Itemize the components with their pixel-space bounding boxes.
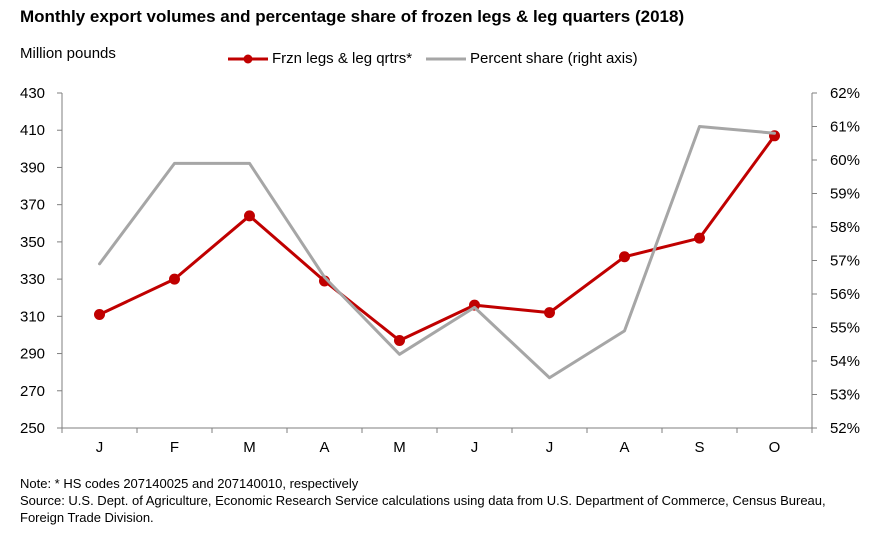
data-point-volume <box>394 335 405 347</box>
notes: Note: * HS codes 207140025 and 207140010… <box>20 475 860 526</box>
source-text: Source: U.S. Dept. of Agriculture, Econo… <box>20 493 826 525</box>
right-tick-label: 55% <box>830 320 860 337</box>
x-tick-label: A <box>319 439 329 456</box>
legend: Frzn legs & leg qrtrs* Percent share (ri… <box>228 50 652 67</box>
series-line-volume <box>98 134 776 343</box>
x-tick-label: M <box>393 439 406 456</box>
data-point-volume <box>619 251 630 263</box>
legend-item-share: Percent share (right axis) <box>426 50 638 67</box>
left-tick-label: 270 <box>20 383 45 400</box>
left-tick-label: 350 <box>20 234 45 251</box>
data-point-volume <box>694 232 705 244</box>
x-tick-label: M <box>243 439 256 456</box>
right-tick-label: 58% <box>830 219 860 236</box>
chart-plot: 430 410 390 370 350 330 310 290 270 250 62% 61% 60% 5… <box>20 85 860 456</box>
x-tick-label: J <box>471 439 479 456</box>
right-tick-label: 60% <box>830 152 860 169</box>
x-tick-label: A <box>619 439 629 456</box>
left-tick-label: 390 <box>20 159 45 176</box>
right-tick-label: 57% <box>830 253 860 270</box>
x-tick-label: F <box>170 439 179 456</box>
chart-title: Monthly export volumes and percentage sh… <box>20 7 685 26</box>
x-tick-label: J <box>546 439 554 456</box>
legend-label-share: Percent share (right axis) <box>470 50 638 67</box>
x-tick-label: O <box>769 439 781 456</box>
right-tick-label: 62% <box>830 85 860 102</box>
right-tick-label: 54% <box>830 353 860 370</box>
left-tick-label: 330 <box>20 271 45 288</box>
left-tick-label: 250 <box>20 420 45 437</box>
data-point-volume <box>244 210 255 222</box>
right-tick-label: 52% <box>830 420 860 437</box>
series-line-share <box>98 125 776 380</box>
data-point-volume <box>94 308 105 320</box>
legend-item-volume: Frzn legs & leg qrtrs* <box>228 50 412 67</box>
right-tick-label: 53% <box>830 387 860 404</box>
right-tick-label: 59% <box>830 186 860 203</box>
left-tick-label: 370 <box>20 197 45 214</box>
x-tick-label: S <box>694 439 704 456</box>
data-point-volume <box>169 273 180 285</box>
legend-swatch-share <box>426 57 467 60</box>
y-axis-label: Million pounds <box>20 45 116 62</box>
legend-swatch-volume <box>228 54 268 63</box>
left-tick-label: 290 <box>20 346 45 363</box>
left-tick-label: 430 <box>20 85 45 102</box>
right-tick-label: 56% <box>830 286 860 303</box>
left-tick-label: 410 <box>20 122 45 139</box>
right-tick-label: 61% <box>830 119 860 136</box>
x-tick-label: J <box>96 439 104 456</box>
note-text: Note: * HS codes 207140025 and 207140010… <box>20 476 359 491</box>
data-point-volume <box>544 307 555 319</box>
left-tick-label: 310 <box>20 308 45 325</box>
legend-label-volume: Frzn legs & leg qrtrs* <box>272 50 413 67</box>
